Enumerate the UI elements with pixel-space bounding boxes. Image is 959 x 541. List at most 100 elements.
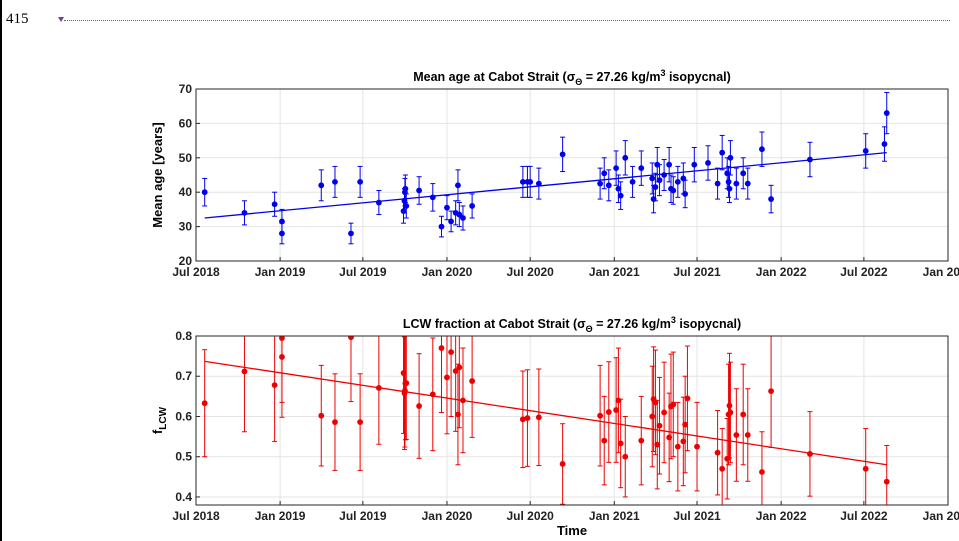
data-point (733, 180, 740, 187)
x-axis-label: Time (557, 523, 587, 538)
y-tick-label: 40 (179, 185, 193, 199)
data-point (456, 364, 463, 371)
data-point (682, 191, 689, 197)
data-point (375, 199, 382, 206)
data-point (883, 478, 890, 485)
data-point (402, 185, 409, 192)
x-tick-label: Jul 2019 (339, 509, 387, 523)
data-point (201, 400, 208, 407)
data-point (862, 148, 869, 154)
chart-title: LCW fraction at Cabot Strait (σΘ = 27.26… (403, 315, 741, 334)
dotted-guide-line (64, 20, 950, 21)
x-tick-label: Jan 2022 (756, 265, 807, 279)
data-point (670, 401, 677, 408)
data-point (519, 416, 526, 423)
data-point (733, 432, 740, 438)
trend-line (204, 151, 887, 219)
data-point (279, 336, 285, 341)
data-point (444, 204, 450, 211)
y-tick-label: 0.7 (175, 369, 192, 383)
data-point (332, 178, 338, 185)
data-point (448, 349, 454, 355)
data-point (403, 203, 410, 209)
data-point (605, 409, 612, 415)
data-point (714, 180, 721, 187)
data-point (807, 156, 813, 163)
data-point (429, 194, 436, 201)
series-2 (201, 336, 890, 505)
y-tick-label: 0.4 (175, 490, 192, 504)
data-point (613, 407, 620, 413)
x-tick-label: Jul 2021 (673, 509, 721, 523)
data-point (241, 368, 248, 375)
data-point (744, 180, 751, 187)
data-point (469, 378, 476, 384)
x-tick-label: Jul 2019 (339, 265, 387, 279)
data-point (883, 110, 890, 116)
left-margin-rule (0, 0, 2, 541)
data-point (661, 172, 668, 178)
data-point (807, 450, 813, 457)
x-tick-label: Jul 2021 (673, 265, 721, 279)
data-point (670, 187, 677, 194)
data-point (691, 161, 698, 168)
data-point (559, 151, 566, 158)
x-tick-label: Jan 2020 (422, 265, 473, 279)
data-point (429, 391, 436, 398)
data-point (318, 182, 325, 189)
data-point (448, 218, 454, 225)
data-point (740, 170, 747, 177)
data-point (452, 368, 459, 374)
chart-1: Jul 2018 Jan 2019 Jul 2019 Jan 2020 Jul 2020… (150, 68, 959, 279)
data-point (744, 432, 751, 438)
data-point (456, 211, 463, 218)
data-point (438, 345, 445, 351)
x-tick-label: Jan 2023 (923, 265, 959, 279)
data-point (617, 440, 624, 447)
data-point (862, 465, 869, 472)
data-point (357, 178, 364, 185)
y-tick-label: 70 (179, 82, 193, 96)
edit-marker-icon (58, 17, 64, 22)
data-point (201, 189, 208, 196)
data-point (881, 141, 888, 147)
chart-2: Jul 2018 Jan 2019 Jul 2019 Jan 2020 Jul 2020… (150, 315, 959, 538)
data-point (684, 395, 691, 402)
data-point (601, 437, 608, 444)
data-point (403, 380, 410, 386)
data-point (622, 453, 629, 460)
data-point (271, 382, 278, 388)
data-point (524, 415, 531, 421)
data-point (654, 441, 661, 448)
data-point (656, 422, 663, 429)
data-point (682, 421, 689, 428)
y-tick-label: 50 (179, 151, 193, 165)
data-point (460, 397, 466, 404)
x-tick-label: Jan 2020 (422, 509, 473, 523)
data-point (759, 146, 765, 153)
y-axis-label: Mean age [years] (150, 122, 165, 228)
data-point (652, 184, 659, 190)
y-axis-label: fLCW (150, 406, 169, 434)
data-point (719, 149, 726, 156)
data-point (613, 165, 620, 172)
x-tick-label: Jan 2019 (255, 509, 306, 523)
data-point (460, 215, 466, 221)
data-point (726, 402, 733, 409)
data-point (318, 412, 325, 419)
plot-area (196, 89, 948, 261)
data-point (656, 177, 663, 184)
y-tick-label: 30 (179, 220, 193, 234)
data-point (416, 187, 422, 194)
x-tick-label: Jul 2018 (172, 265, 220, 279)
data-point (661, 409, 668, 416)
x-tick-label: Jul 2022 (840, 509, 888, 523)
data-point (455, 411, 461, 418)
data-point (605, 182, 612, 189)
plot-area (196, 336, 948, 505)
data-point (694, 443, 700, 450)
data-point (444, 374, 450, 381)
data-point (629, 178, 636, 185)
data-point (519, 178, 526, 185)
